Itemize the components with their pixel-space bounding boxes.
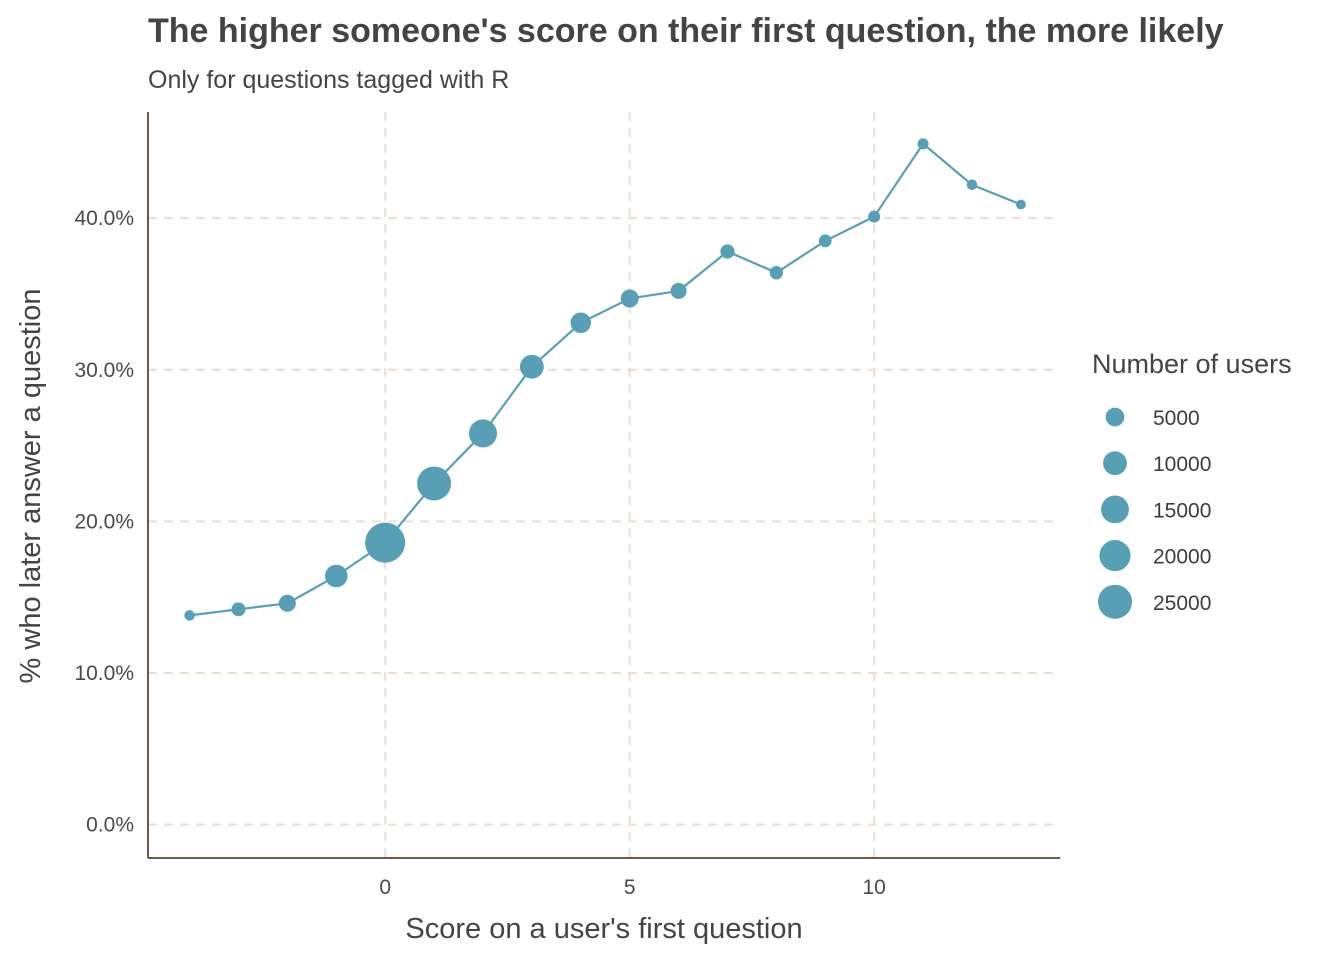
grid [148, 112, 1060, 858]
data-point [184, 610, 195, 621]
chart-subtitle: Only for questions tagged with R [148, 66, 510, 94]
legend-title: Number of users [1092, 349, 1292, 379]
legend-label: 25000 [1153, 592, 1211, 615]
data-point [769, 266, 784, 280]
data-point [818, 234, 832, 248]
legend: Number of users 5000 10000 15000 20000 25000 [1092, 349, 1292, 619]
y-tick-label: 0.0% [86, 814, 134, 837]
legend-key [1101, 495, 1129, 524]
series-layer [184, 138, 1026, 621]
y-tick-label: 20.0% [74, 510, 134, 533]
legend-key [1099, 540, 1131, 572]
x-axis-title: Score on a user's first question [405, 913, 802, 945]
axes: 0.0% 10.0% 20.0% 30.0% 40.0% 0 5 10 [74, 112, 1060, 899]
data-point [324, 564, 348, 588]
data-point [868, 210, 881, 223]
data-point [917, 138, 929, 150]
legend-key [1097, 584, 1133, 619]
legend-label: 10000 [1153, 453, 1211, 476]
x-tick-label: 5 [624, 876, 636, 899]
legend-key [1105, 407, 1125, 427]
x-tick-label: 10 [862, 876, 885, 899]
chart-title: The higher someone's score on their firs… [148, 12, 1224, 50]
data-point [620, 289, 639, 308]
series-line [189, 142, 1022, 617]
y-tick-label: 10.0% [74, 662, 134, 685]
legend-key [1103, 451, 1127, 476]
legend-label: 15000 [1153, 499, 1211, 522]
data-point [966, 179, 978, 191]
y-tick-label: 40.0% [74, 207, 134, 230]
y-axis-title: % who later answer a question [15, 289, 47, 684]
legend-label: 20000 [1153, 546, 1211, 569]
data-point [670, 282, 687, 299]
data-point [1015, 199, 1026, 210]
data-point [720, 244, 735, 259]
data-point [417, 466, 452, 501]
data-point [278, 594, 296, 612]
y-tick-label: 30.0% [74, 359, 134, 382]
data-point [570, 312, 592, 333]
data-point [468, 419, 498, 448]
data-point [519, 354, 544, 379]
x-tick-label: 0 [379, 876, 391, 899]
legend-label: 5000 [1153, 407, 1200, 430]
data-point [231, 602, 246, 617]
data-point [365, 522, 406, 563]
